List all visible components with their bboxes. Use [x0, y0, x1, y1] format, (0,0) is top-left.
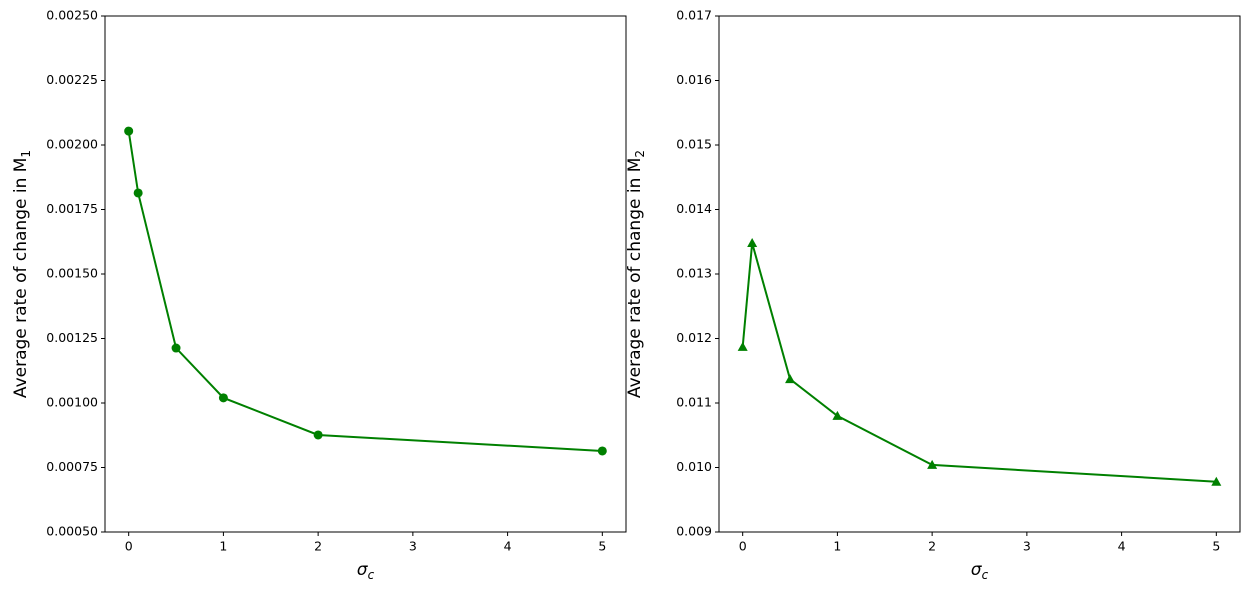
x-tick-label: 2 — [314, 539, 322, 554]
plot-frame — [718, 15, 1241, 533]
x-label-sub: c — [368, 568, 375, 582]
plot-frame — [104, 15, 627, 533]
data-point — [313, 430, 323, 440]
x-tick-label: 4 — [1118, 539, 1126, 554]
y-tick-label: 0.017 — [676, 8, 712, 23]
data-point — [133, 188, 143, 198]
x-label-symbol: σ — [971, 560, 983, 580]
y-label-text: Average rate of change in M — [625, 158, 645, 398]
y-tick-label: 0.013 — [676, 266, 712, 281]
data-point — [218, 393, 228, 403]
y-tick-label: 0.00050 — [46, 524, 98, 539]
y-tick-label: 0.00100 — [46, 395, 98, 410]
x-tick-label: 2 — [928, 539, 936, 554]
x-tick-label: 0 — [125, 539, 133, 554]
data-point — [785, 374, 796, 384]
y-tick-label: 0.00200 — [46, 137, 98, 152]
y-tick-label: 0.012 — [676, 330, 712, 345]
y-axis-label: Average rate of change in M1 — [11, 150, 33, 398]
x-tick-label: 5 — [598, 539, 606, 554]
y-label-sub: 2 — [633, 150, 647, 158]
x-tick-label: 4 — [504, 539, 512, 554]
data-point — [597, 446, 607, 456]
x-label-symbol: σ — [357, 560, 369, 580]
y-label-sub: 1 — [19, 150, 33, 158]
x-tick-label: 3 — [1023, 539, 1031, 554]
data-line — [127, 130, 603, 452]
data-point — [124, 126, 134, 136]
y-tick-label: 0.00225 — [46, 72, 98, 87]
y-tick-label: 0.00250 — [46, 8, 98, 23]
y-tick-label: 0.010 — [676, 459, 712, 474]
x-tick-label: 1 — [219, 539, 227, 554]
x-tick-label: 1 — [833, 539, 841, 554]
y-tick-label: 0.00175 — [46, 201, 98, 216]
y-tick-label: 0.016 — [676, 72, 712, 87]
y-tick-label: 0.014 — [676, 201, 712, 216]
data-point — [171, 343, 181, 353]
data-point — [747, 238, 758, 248]
data-point — [737, 341, 748, 351]
y-axis-label: Average rate of change in M2 — [625, 150, 647, 398]
x-tick-label: 5 — [1212, 539, 1220, 554]
x-tick-label: 3 — [409, 539, 417, 554]
x-axis-label: σc — [971, 560, 989, 582]
x-tick-label: 0 — [739, 539, 747, 554]
x-axis-label: σc — [357, 560, 375, 582]
y-tick-label: 0.009 — [676, 524, 712, 539]
x-label-sub: c — [982, 568, 989, 582]
y-tick-label: 0.00125 — [46, 330, 98, 345]
y-tick-label: 0.00075 — [46, 459, 98, 474]
data-line — [741, 242, 1217, 483]
data-point — [1211, 476, 1222, 486]
y-tick-label: 0.015 — [676, 137, 712, 152]
y-tick-label: 0.011 — [676, 395, 712, 410]
y-label-text: Average rate of change in M — [11, 158, 31, 398]
data-point — [832, 410, 843, 420]
data-point — [927, 459, 938, 469]
y-tick-label: 0.00150 — [46, 266, 98, 281]
